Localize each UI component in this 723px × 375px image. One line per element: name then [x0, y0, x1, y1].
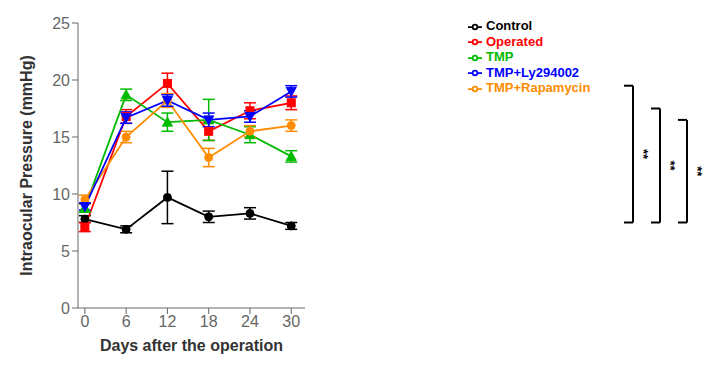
svg-text:**: **: [690, 166, 705, 177]
svg-text:0: 0: [61, 300, 70, 317]
svg-text:6: 6: [122, 313, 131, 330]
svg-text:12: 12: [159, 313, 177, 330]
svg-text:20: 20: [52, 72, 70, 89]
html-text:TMP: TMP: [486, 49, 514, 65]
svg-text:18: 18: [200, 313, 218, 330]
svg-text:24: 24: [241, 313, 259, 330]
svg-text:**: **: [636, 149, 651, 160]
svg-text:0: 0: [80, 313, 89, 330]
svg-text:**: **: [663, 160, 678, 171]
html-text:TMP+Rapamycin: TMP+Rapamycin: [486, 80, 591, 96]
svg-text:Days after the operation: Days after the operation: [100, 337, 283, 354]
html-text:Operated: Operated: [486, 33, 544, 49]
svg-text:5: 5: [61, 243, 70, 260]
html-text:Control: Control: [486, 18, 533, 33]
html-text:TMP+Ly294002: TMP+Ly294002: [486, 64, 580, 80]
svg-text:25: 25: [52, 15, 70, 32]
svg-text:Intraocular Pressure (mmHg): Intraocular Pressure (mmHg): [18, 55, 35, 276]
svg-text:30: 30: [282, 313, 300, 330]
svg-text:15: 15: [52, 129, 70, 146]
svg-text:10: 10: [52, 186, 70, 203]
